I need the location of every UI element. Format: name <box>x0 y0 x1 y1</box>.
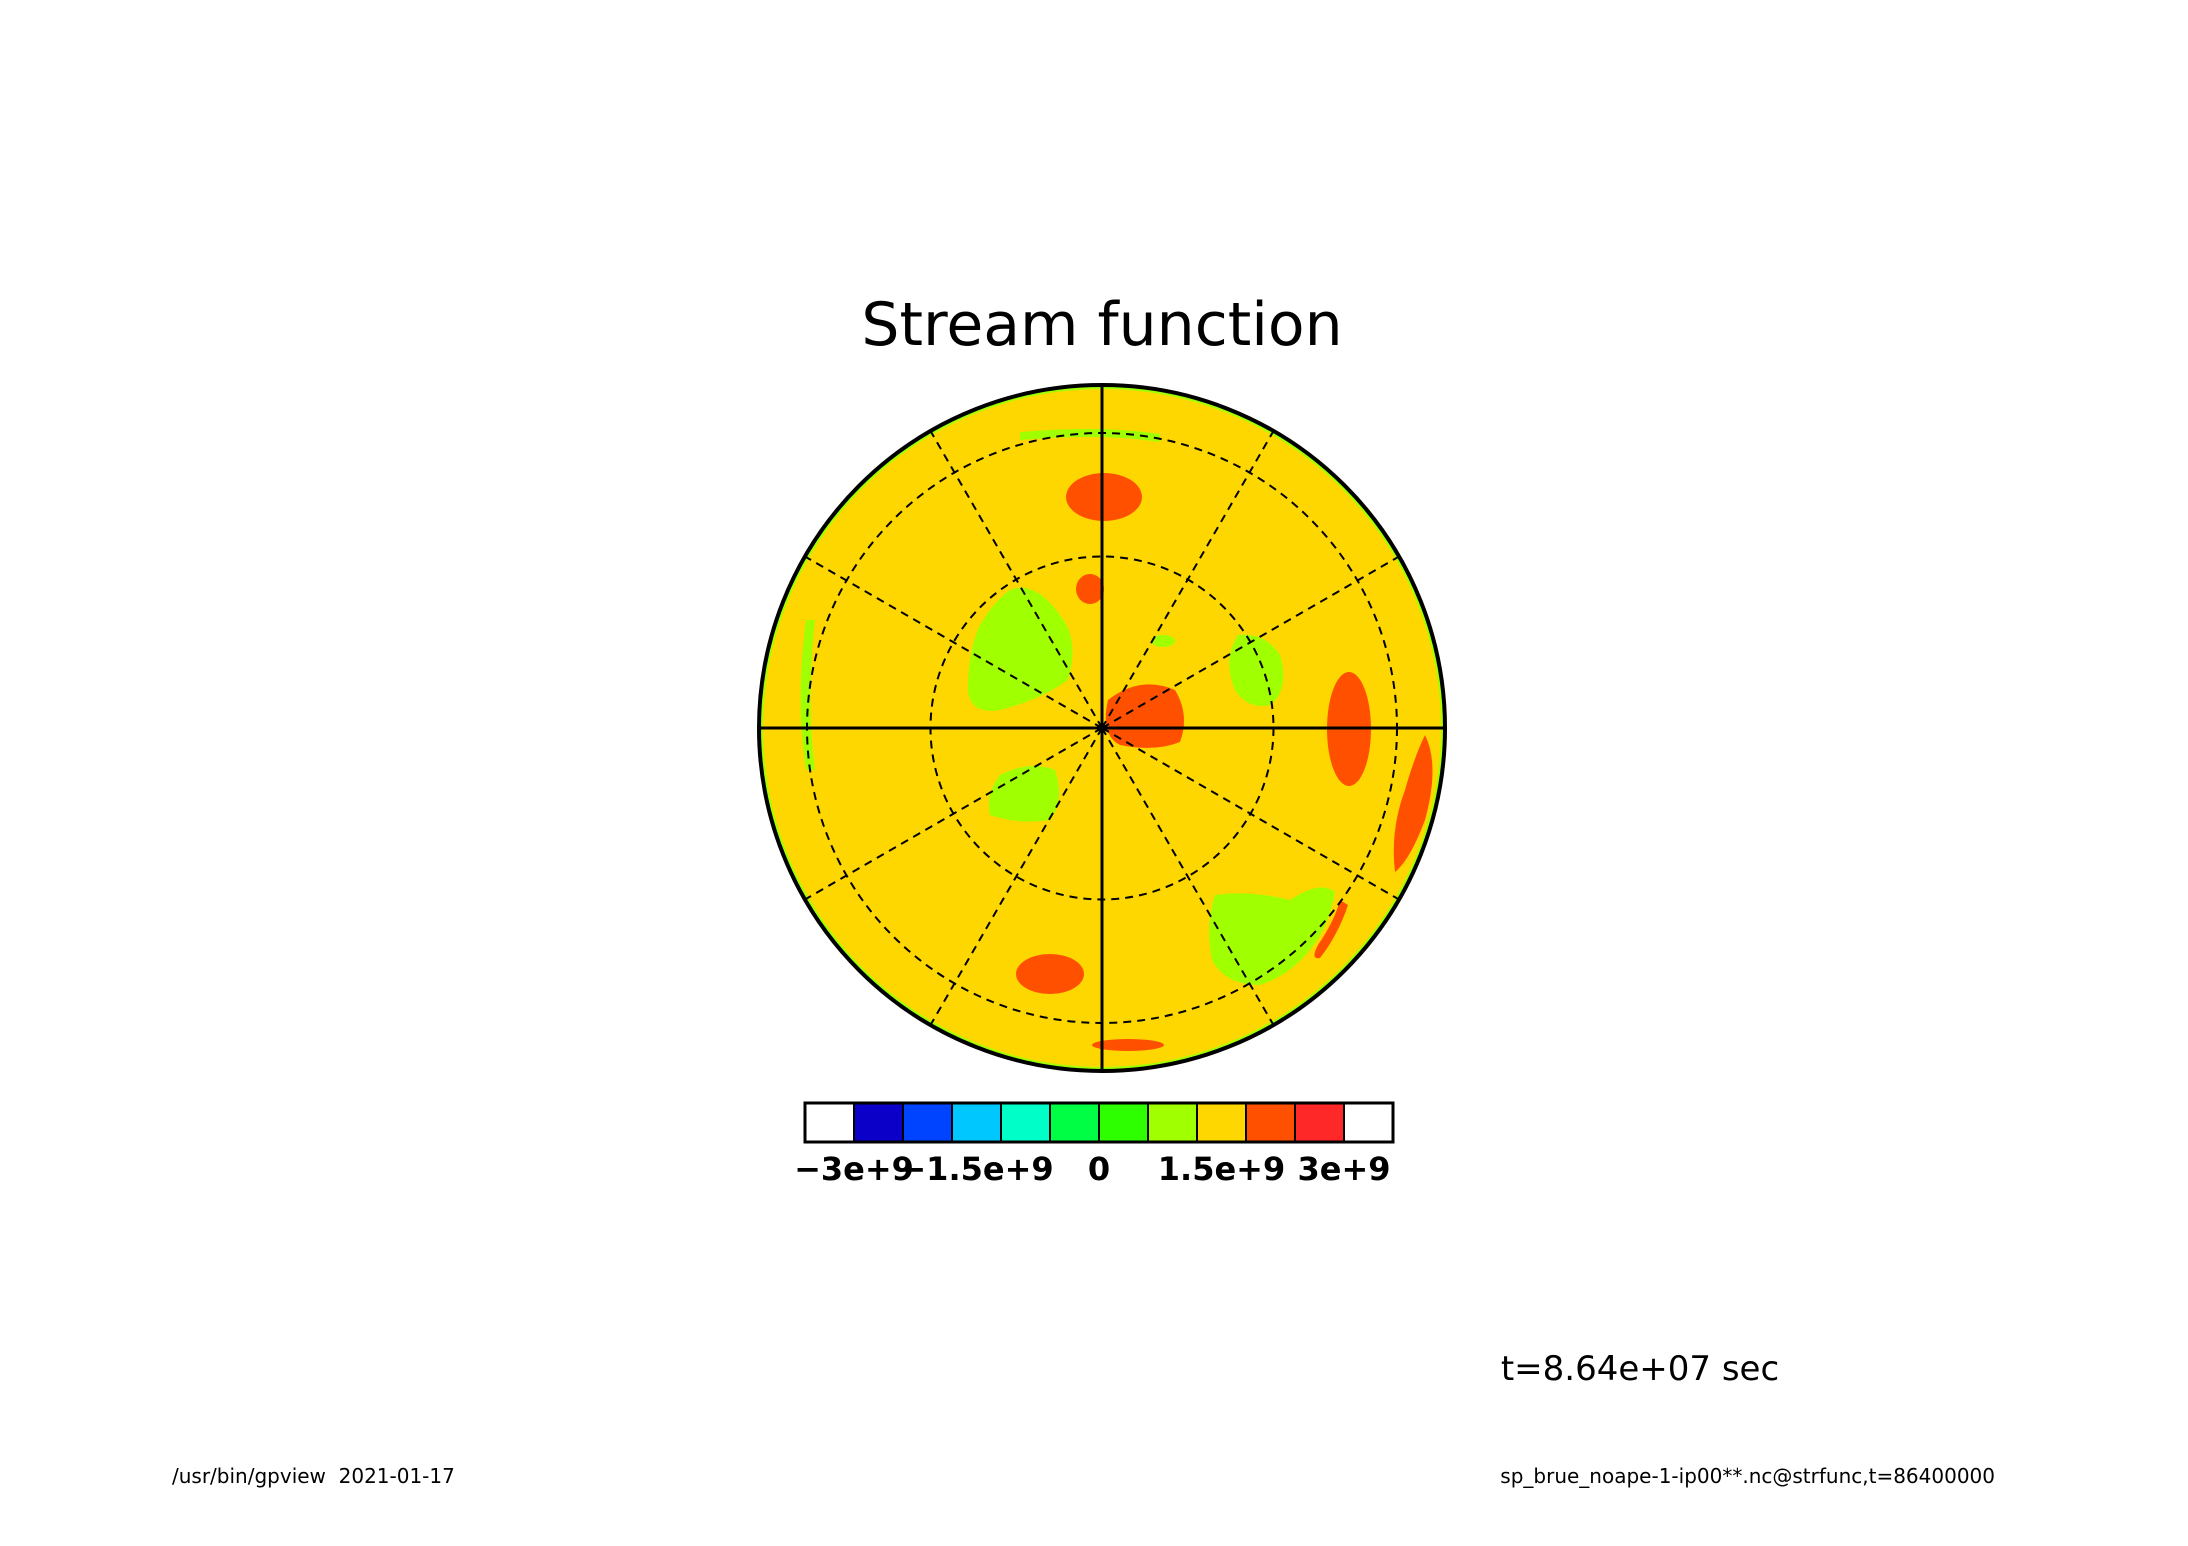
colorbar-swatch-0 <box>804 1102 855 1143</box>
colorbar-frame <box>803 1101 1395 1144</box>
time-label: t=8.64e+07 sec <box>1501 1349 1779 1389</box>
meridian-210 <box>804 555 1103 729</box>
colorbar-tick-label-2: 0 <box>1088 1150 1110 1188</box>
contour-region-green-top <box>1020 428 1160 442</box>
meridian-240 <box>929 430 1103 729</box>
contour-region-orange-7 <box>1016 954 1084 994</box>
colorbar-tick-label-0: −3e+9 <box>794 1150 914 1188</box>
polar-map <box>757 383 1447 1073</box>
colorbar-swatch-8 <box>1196 1102 1247 1143</box>
footer-left: /usr/bin/gpview 2021-01-17 <box>172 1464 455 1488</box>
colorbar-swatch-3 <box>951 1102 1002 1143</box>
contour-region-orange-2 <box>1076 574 1104 604</box>
contour-region-green-4 <box>988 766 1059 822</box>
contour-region-orange-1 <box>1066 473 1142 521</box>
contour-region-orange-8 <box>1092 1039 1164 1051</box>
contour-region-green-1 <box>968 587 1073 711</box>
colorbar-swatch-6 <box>1098 1102 1149 1143</box>
colorbar-swatch-9 <box>1245 1102 1296 1143</box>
colorbar-swatch-5 <box>1049 1102 1100 1143</box>
chart-title: Stream function <box>861 290 1342 360</box>
colorbar-swatch-4 <box>1000 1102 1051 1143</box>
map-outline <box>757 383 1447 1073</box>
contour-region-orange-5 <box>1393 735 1433 872</box>
colorbar-swatch-10 <box>1294 1102 1345 1143</box>
colorbar-swatch-7 <box>1147 1102 1198 1143</box>
map-gridlines <box>759 385 1445 1071</box>
colorbar-tick-label-4: 3e+9 <box>1297 1150 1390 1188</box>
contour-region-orange-3 <box>1105 684 1184 748</box>
contour-region-green-5 <box>1209 887 1335 985</box>
contour-region-orange-6 <box>1314 900 1348 959</box>
meridian-300 <box>1101 430 1275 729</box>
colorbar-tick-label-3: 1.5e+9 <box>1158 1150 1285 1188</box>
colorbar-swatch-11 <box>1343 1102 1394 1143</box>
meridian-30 <box>1101 727 1400 901</box>
meridian-150 <box>804 727 1103 901</box>
contour-region-green-3 <box>1151 635 1175 647</box>
colorbar-swatch-1 <box>853 1102 904 1143</box>
meridian-60 <box>1101 727 1275 1026</box>
footer-right: sp_brue_noape-1-ip00**.nc@strfunc,t=8640… <box>1500 1464 1995 1488</box>
meridian-330 <box>1101 555 1400 729</box>
colorbar: −3e+9−1.5e+9 0 1.5e+9 3e+9 <box>794 1101 1395 1188</box>
colorbar-swatch-2 <box>902 1102 953 1143</box>
contour-region-green-left <box>800 620 815 770</box>
colorbar-tick-label-1: −1.5e+9 <box>899 1150 1053 1188</box>
meridian-120 <box>929 727 1103 1026</box>
